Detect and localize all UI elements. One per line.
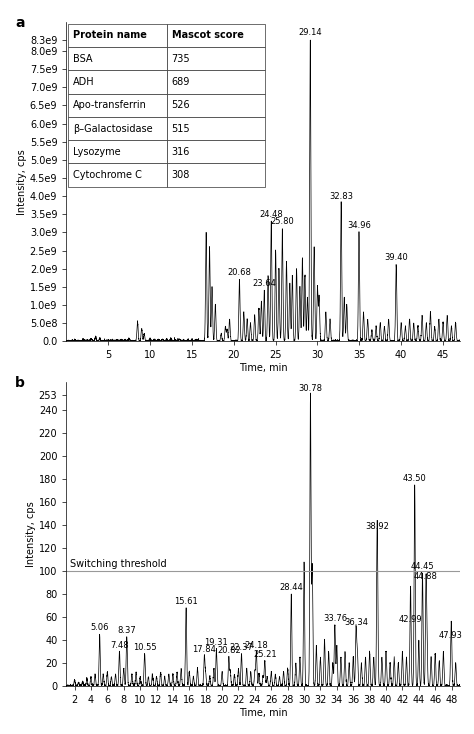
Text: 36.34: 36.34	[344, 617, 368, 627]
Text: Switching threshold: Switching threshold	[71, 559, 167, 569]
Text: 29.14: 29.14	[299, 28, 322, 37]
X-axis label: Time, min: Time, min	[239, 708, 287, 718]
Text: 5.06: 5.06	[91, 623, 109, 632]
Text: 10.55: 10.55	[133, 643, 156, 652]
Text: 24.48: 24.48	[259, 210, 283, 219]
Text: 25.80: 25.80	[271, 217, 294, 226]
X-axis label: Time, min: Time, min	[239, 363, 287, 373]
Text: 20.68: 20.68	[228, 268, 251, 277]
Text: 33.76: 33.76	[323, 614, 347, 623]
Text: 44.45: 44.45	[410, 562, 434, 571]
Text: 17.84: 17.84	[192, 645, 216, 654]
Text: a: a	[15, 15, 25, 29]
Y-axis label: Intensity, cps: Intensity, cps	[26, 501, 36, 567]
Text: 32.83: 32.83	[329, 192, 353, 200]
Text: 39.40: 39.40	[384, 253, 408, 262]
Text: 23.64: 23.64	[252, 279, 276, 288]
Text: 22.37: 22.37	[229, 643, 254, 652]
Text: 8.37: 8.37	[118, 625, 136, 635]
Y-axis label: Intensity, cps: Intensity, cps	[17, 149, 27, 214]
Text: 42.99: 42.99	[399, 615, 422, 624]
Text: 30.78: 30.78	[299, 384, 322, 393]
Text: 20.82: 20.82	[217, 646, 241, 655]
Text: 43.50: 43.50	[403, 474, 427, 483]
Text: 47.93: 47.93	[439, 631, 463, 640]
Text: 34.96: 34.96	[347, 220, 371, 230]
Text: 44.88: 44.88	[414, 572, 438, 581]
Text: 24.18: 24.18	[245, 641, 268, 650]
Text: 15.61: 15.61	[174, 597, 198, 606]
Text: b: b	[15, 376, 25, 390]
Text: 7.48: 7.48	[110, 641, 129, 650]
Text: 28.44: 28.44	[279, 583, 303, 592]
Text: 25.21: 25.21	[253, 650, 277, 658]
Text: 38.92: 38.92	[365, 522, 389, 531]
Text: 19.31: 19.31	[205, 638, 228, 647]
